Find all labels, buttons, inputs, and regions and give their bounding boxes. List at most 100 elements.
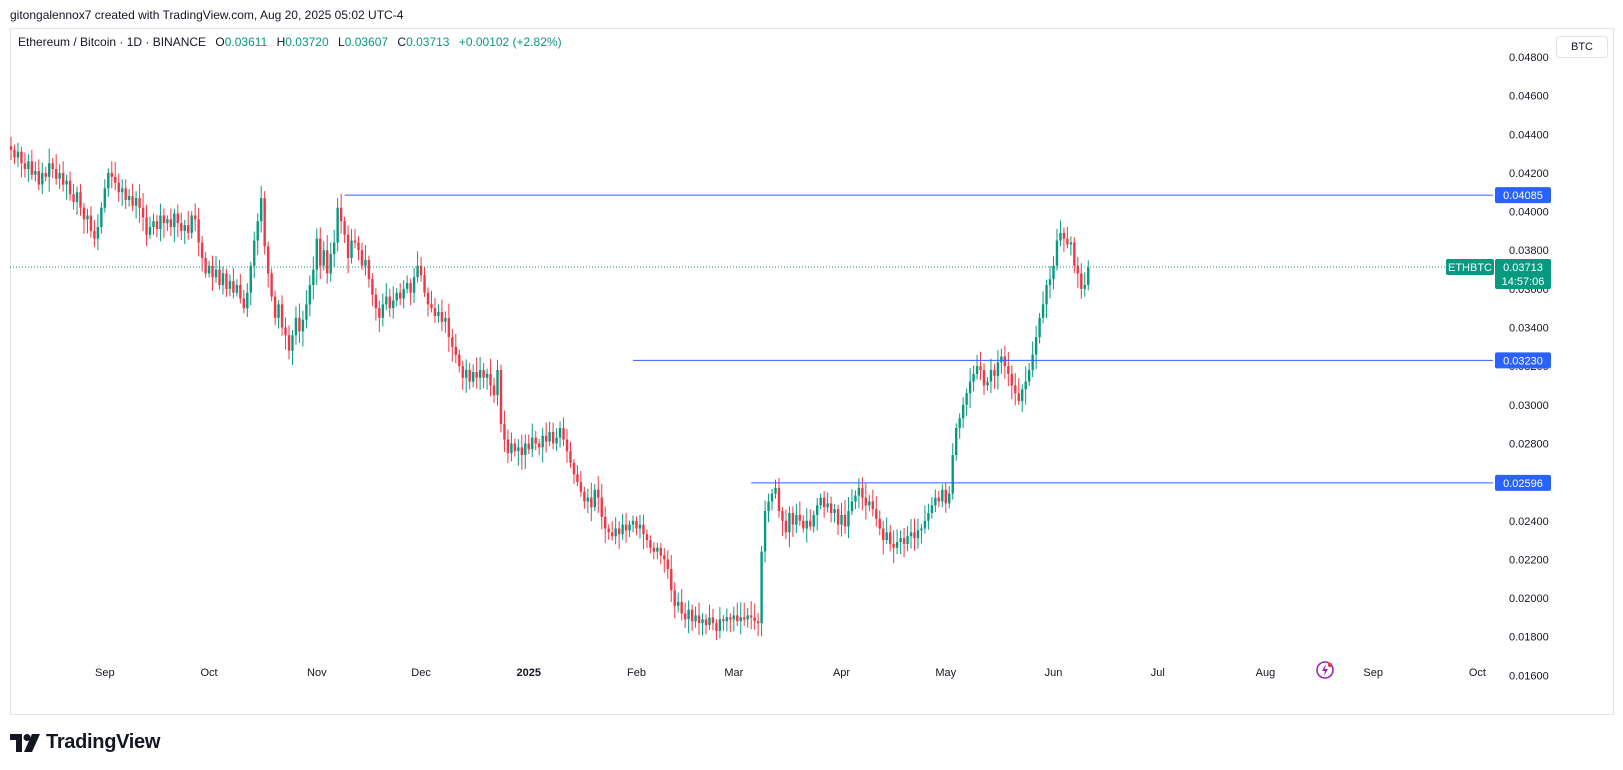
candle-body [72,194,75,202]
candle-body [513,443,517,452]
candle-body [854,495,857,502]
price-tick-label: 0.04800 [1509,52,1549,64]
candle-body [899,538,902,543]
candle-body [489,373,492,386]
candle-body [1087,267,1090,286]
candle-body [266,246,270,274]
candle-body [781,511,784,521]
candle-body [520,447,524,456]
candle-body [597,489,600,498]
candle-body [218,269,221,286]
candle-body [1059,232,1062,241]
candle-body [423,275,426,293]
candle-body [690,609,694,622]
candle-body [308,285,312,305]
candle-body [37,170,40,185]
candle-body [381,304,385,318]
candle-body [982,370,986,386]
candle-body [840,514,843,525]
candle-body [902,538,906,544]
last-price-tag [1495,259,1551,290]
candle-body [562,427,565,440]
symbol-legend: Ethereum / Bitcoin · 1D · BINANCE O0.036… [18,35,562,49]
bar-countdown-label: 14:57:06 [1502,276,1545,288]
candle-body [249,265,252,293]
candle-body [1007,366,1010,374]
candle-body [378,308,381,318]
candle-body [843,514,847,527]
candle-body [496,370,499,396]
candle-body [951,455,954,494]
candle-body [958,418,961,428]
candle-body [770,493,774,502]
currency-button[interactable]: BTC [1556,36,1608,58]
close-value: 0.03713 [406,35,450,49]
candle-body [826,503,829,508]
candle-body [1055,240,1059,266]
symbol-title[interactable]: Ethereum / Bitcoin · 1D · BINANCE [18,35,207,49]
candle-body [1021,389,1024,401]
candle-body [471,371,475,382]
change-value: +0.00102 (+2.82%) [458,35,562,49]
candle-body [604,516,607,529]
last-price-label: 0.03713 [1503,262,1543,274]
candle-body [868,501,871,506]
candle-body [183,225,186,231]
candle-body [635,520,638,529]
candle-body [416,265,419,278]
price-tick-label: 0.04600 [1509,91,1549,103]
candle-body [590,497,593,508]
candle-body [124,188,127,200]
candle-body [44,172,47,177]
open-label: O [215,35,225,49]
candle-body [430,304,433,309]
candle-body [531,437,534,450]
candle-body [624,524,628,531]
tradingview-brand[interactable]: TradingView [10,731,160,754]
time-tick-label: Jun [1045,667,1063,679]
candle-body [1034,337,1038,355]
candle-body [239,285,242,299]
candle-body [652,547,656,552]
candle-body [503,424,506,440]
candle-body [906,536,909,544]
candle-body [433,308,437,316]
candle-body [162,215,166,224]
candle-body [816,505,819,515]
flash-icon[interactable] [1315,660,1335,680]
chart-pane[interactable] [10,28,1614,715]
low-label: L [338,35,345,49]
candle-body [749,615,753,618]
candle-body [357,242,360,251]
candle-body [805,520,808,529]
candle-body [937,497,941,502]
candle-body [350,240,353,258]
candle-body [979,366,982,371]
candle-body [260,198,263,222]
candle-body [579,482,583,492]
candle-body [718,619,722,631]
candle-body [492,385,496,396]
candle-body [972,373,975,382]
candle-body [677,601,680,606]
time-tick-label: Sep [1363,667,1383,679]
candle-body [86,215,89,220]
candle-body [465,370,468,378]
candle-body [809,520,812,527]
candle-body [20,151,23,164]
candle-body [169,219,173,228]
time-tick-label: Oct [201,667,218,679]
price-tick-label: 0.01600 [1509,670,1549,682]
candle-body [1045,285,1048,305]
price-tick-label: 0.02200 [1509,554,1549,566]
candle-body [864,497,868,506]
candle-body [305,304,308,320]
candle-body [725,617,729,622]
candle-body [572,462,576,475]
candle-body [819,497,822,506]
price-tick-label: 0.03400 [1509,323,1549,335]
candle-body [593,489,596,508]
candle-body [767,501,770,512]
symbol-tag-label: ETHBTC [1448,262,1492,274]
